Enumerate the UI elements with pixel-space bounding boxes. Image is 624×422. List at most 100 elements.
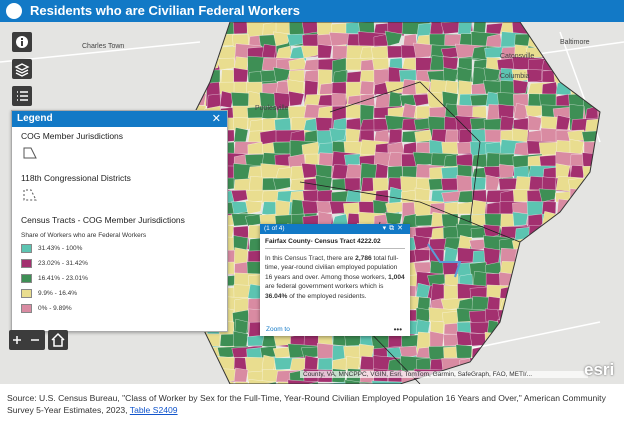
- legend-swatch: [21, 274, 32, 283]
- tract: [245, 200, 263, 215]
- popup-value: 1,004: [388, 273, 405, 281]
- tract: [413, 235, 431, 251]
- tract: [317, 44, 333, 59]
- tract: [512, 211, 529, 227]
- tract: [231, 201, 249, 215]
- place-label: Baltimore: [560, 39, 590, 46]
- zoom-controls[interactable]: [9, 330, 45, 350]
- tract: [457, 22, 473, 36]
- tract: [316, 201, 333, 215]
- tract: [414, 80, 431, 95]
- popup-value: 2,786: [355, 255, 372, 262]
- legend-swatch: [21, 289, 32, 298]
- tract: [331, 92, 347, 107]
- tract: [499, 153, 515, 167]
- tract: [261, 201, 277, 217]
- tract: [413, 249, 431, 263]
- tract: [512, 79, 529, 95]
- popup-title: Fairfax County- Census Tract 4222.02: [265, 238, 405, 249]
- tract: [233, 127, 249, 144]
- tract: [329, 128, 347, 143]
- header: Residents who are Civilian Federal Worke…: [0, 0, 624, 22]
- tract: [317, 105, 335, 120]
- popup-controls[interactable]: ▾⧉✕: [382, 225, 406, 232]
- popup-body: In this Census Tract, there are 2,786 to…: [265, 254, 405, 301]
- legend-layer: COG Member Jurisdictions: [21, 131, 124, 141]
- attribution: County, VA, MNCPPC, VGIN, Esri, TomTom, …: [300, 371, 588, 378]
- tract: [442, 56, 459, 71]
- tract: [482, 224, 501, 239]
- tract: [385, 211, 403, 227]
- tract: [344, 153, 362, 167]
- tract: [597, 104, 600, 119]
- more-button[interactable]: •••: [393, 325, 402, 334]
- tract: [483, 67, 501, 83]
- source-link[interactable]: Table S2409: [129, 405, 178, 415]
- tract: [233, 367, 249, 384]
- popup-text: total full-time, year-round civilian emp…: [265, 255, 399, 281]
- tract: [499, 164, 515, 179]
- tract: [232, 117, 249, 131]
- tract: [387, 45, 403, 59]
- tract: [261, 381, 279, 384]
- legend-layer: 118th Congressional Districts: [21, 173, 131, 183]
- tract: [273, 31, 291, 47]
- legend-label: 9.9% - 16.4%: [38, 290, 78, 298]
- tract: [300, 45, 319, 59]
- legend-label: 23.02% - 31.42%: [38, 260, 88, 268]
- tract: [415, 177, 431, 191]
- esri-logo: esri: [584, 360, 615, 379]
- tract: [538, 188, 557, 203]
- close-button[interactable]: ✕: [211, 113, 221, 125]
- tract: [287, 379, 319, 384]
- tract: [219, 333, 235, 348]
- tract: [288, 91, 305, 107]
- tract: [499, 115, 515, 132]
- tract: [555, 163, 571, 179]
- tract: [302, 189, 319, 203]
- tract: [358, 343, 375, 359]
- legend-label: 31.43% - 100%: [38, 245, 83, 253]
- tract: [344, 379, 361, 384]
- popup-text: of the employed residents.: [287, 292, 367, 300]
- info-button[interactable]: [12, 32, 32, 52]
- tract: [443, 67, 459, 83]
- tract: [275, 381, 291, 384]
- tract: [372, 57, 389, 71]
- legend-title: Legend: [17, 113, 53, 124]
- legend-layer: Census Tracts - COG Member Jurisdictions: [21, 215, 185, 225]
- home-button[interactable]: [48, 330, 68, 350]
- place-label: Charles Town: [82, 43, 124, 50]
- tract: [485, 141, 503, 155]
- legend-label: 0% - 9.89%: [38, 305, 72, 313]
- polygon-icon: [23, 147, 37, 159]
- layers-button[interactable]: [12, 59, 32, 79]
- legend-field: Share of Workers who are Federal Workers: [21, 232, 147, 239]
- river: [427, 243, 462, 278]
- tract: [345, 356, 361, 371]
- source-note: Source: U.S. Census Bureau, "Class of Wo…: [7, 392, 619, 416]
- tract: [525, 105, 543, 119]
- popup-header: (1 of 4) ▾⧉✕: [260, 224, 410, 234]
- popup-pager[interactable]: (1 of 4): [264, 225, 285, 232]
- tract: [372, 199, 389, 215]
- tract: [233, 381, 249, 384]
- legend-label: 16.41% - 23.01%: [38, 275, 88, 283]
- tract: [513, 141, 530, 157]
- tract: [359, 80, 375, 96]
- tract: [331, 81, 347, 95]
- legend-item: 0% - 9.89%: [21, 304, 72, 315]
- legend-button[interactable]: [12, 86, 32, 106]
- tract: [233, 22, 249, 35]
- legend-header: Legend ✕: [12, 111, 227, 127]
- place-label: Columbia: [500, 73, 530, 80]
- tract: [317, 357, 333, 371]
- tract: [526, 69, 543, 83]
- tract: [485, 174, 501, 191]
- zoom-to-link[interactable]: Zoom to: [266, 326, 290, 333]
- tract: [317, 189, 334, 203]
- tract: [345, 128, 361, 143]
- tract: [233, 81, 249, 95]
- popup-value: 36.04%: [265, 292, 288, 300]
